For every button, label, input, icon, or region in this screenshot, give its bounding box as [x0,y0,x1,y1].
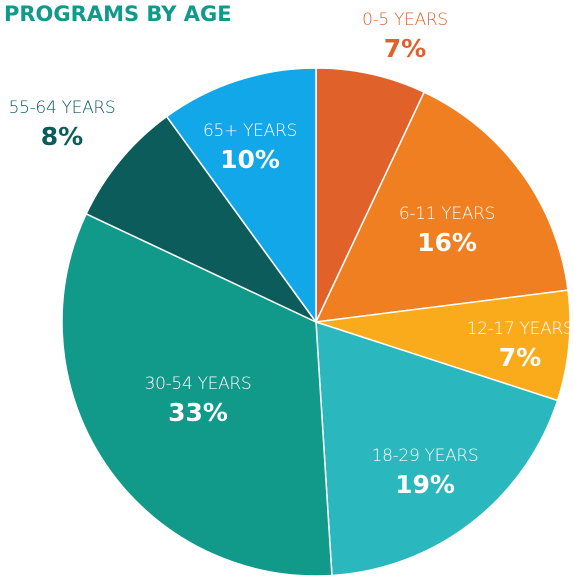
pie-slice [85,115,317,323]
pie-slice [165,67,317,325]
pie-slice [315,67,426,323]
slice-value-label: 7% [384,34,426,63]
slice-label: 0-5 YEARS [362,10,448,30]
pie-slice [314,91,569,323]
chart-title: PROGRAMS BY AGE [4,2,232,26]
slice-value-label: 8% [41,122,83,151]
slice-label: 30-54 YEARS [145,374,252,394]
slice-label: 55-64 YEARS [9,98,116,118]
slice-value-label: 16% [417,228,477,257]
slice-value-label: 10% [220,145,280,174]
slice-value-label: 19% [395,470,455,499]
slice-label: 6-11 YEARS [399,204,495,224]
slice-label: 18-29 YEARS [372,446,479,466]
slice-label: 65+ YEARS [203,121,297,141]
pie-slice [315,320,559,577]
slice-value-label: 7% [499,343,541,372]
slice-value-label: 33% [168,398,228,427]
pie-slice [315,289,571,402]
pie-slice [61,212,333,577]
slice-label: 12-17 YEARS [467,319,573,339]
